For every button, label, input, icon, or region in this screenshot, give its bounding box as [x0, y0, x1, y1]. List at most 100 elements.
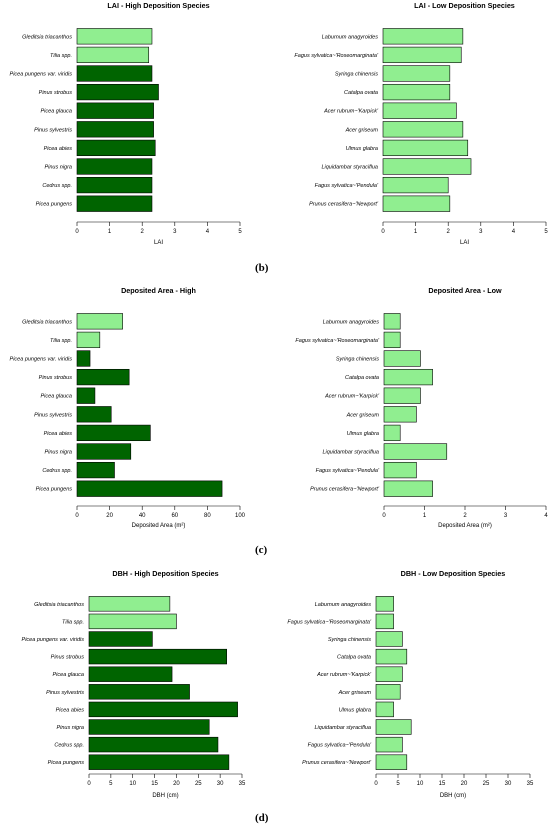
- chart-title: DBH - High Deposition Species: [112, 569, 218, 578]
- category-label: Pinus nigra: [56, 725, 84, 731]
- x-tick-label: 60: [171, 513, 178, 519]
- x-tick-label: 25: [483, 781, 490, 787]
- category-label: Picea pungens: [36, 202, 73, 208]
- bar: [76, 102, 154, 119]
- x-tick-label: 4: [512, 229, 516, 235]
- bar: [375, 684, 401, 700]
- x-axis-label: DBH (cm): [440, 793, 466, 799]
- category-label: Pinus strobus: [39, 375, 73, 381]
- bar: [88, 754, 230, 770]
- x-tick-label: 10: [417, 781, 424, 787]
- bar: [76, 65, 153, 82]
- x-tick-label: 15: [151, 781, 158, 787]
- x-tick-label: 15: [439, 781, 446, 787]
- x-axis-label: LAI: [460, 240, 469, 246]
- x-tick-label: 5: [238, 229, 242, 235]
- category-label: Picea abies: [44, 146, 73, 152]
- category-label: Gleditsia triacanthos: [22, 34, 72, 40]
- category-label: Fagus sylvatica~'Roseomarginata': [294, 53, 379, 59]
- category-label: Prunus cerasifera~'Newport': [310, 487, 380, 493]
- category-label: Ulmus glabra: [347, 431, 379, 437]
- category-label: Prunus cerasifera~'Newport': [309, 202, 379, 208]
- bar: [76, 158, 153, 175]
- category-label: Catalpa ovata: [337, 655, 371, 661]
- chart-title: Deposited Area - Low: [428, 286, 502, 295]
- category-label: Laburnum anagyroides: [323, 319, 380, 325]
- bar: [88, 736, 219, 753]
- x-tick-label: 80: [204, 513, 211, 519]
- category-label: Cedrus spp.: [54, 743, 84, 749]
- bar: [88, 596, 171, 612]
- x-tick-label: 2: [141, 229, 145, 235]
- bar: [76, 83, 159, 101]
- category-label: Tilia spp.: [50, 338, 72, 344]
- bar: [375, 666, 403, 682]
- category-label: Catalpa ovata: [345, 375, 379, 381]
- bar: [375, 701, 394, 718]
- category-label: Acer griseum: [345, 127, 379, 133]
- x-tick-label: 100: [235, 513, 246, 519]
- bar: [382, 176, 449, 194]
- chart-1: LAI - High Deposition Species Gleditsia t…: [10, 1, 243, 246]
- category-label: Picea pungens var. viridis: [10, 357, 73, 363]
- bar: [88, 701, 238, 718]
- x-tick-label: 2: [463, 513, 467, 519]
- category-label: Syringa chinensis: [335, 72, 378, 78]
- x-tick-label: 4: [206, 229, 210, 235]
- bar: [375, 648, 408, 665]
- x-tick-label: 2: [447, 229, 451, 235]
- category-label: Ulmus glabra: [339, 707, 371, 713]
- category-label: Laburnum anagyroides: [315, 602, 372, 608]
- category-label: Acer rubrum~'Karpick': [316, 672, 372, 678]
- bar: [76, 28, 153, 45]
- category-label: Acer griseum: [338, 690, 372, 696]
- x-tick-label: 3: [504, 513, 508, 519]
- category-label: Picea glauca: [41, 109, 73, 115]
- x-axis-label: Deposited Area (m²): [438, 523, 492, 529]
- bar: [383, 443, 448, 460]
- bar: [382, 65, 451, 82]
- bar: [88, 613, 177, 630]
- bar: [382, 28, 464, 45]
- category-label: Picea pungens var. viridis: [22, 637, 85, 643]
- category-label: Fagus sylvatica~'Pendula': [315, 183, 379, 189]
- bar: [382, 46, 462, 64]
- bar: [76, 331, 101, 349]
- bar: [383, 424, 401, 442]
- x-axis-label: LAI: [154, 240, 163, 246]
- x-tick-label: 5: [109, 781, 113, 787]
- chart-6: DBH - Low Deposition Species Laburnum ana…: [287, 569, 534, 799]
- bar: [375, 736, 403, 753]
- category-label: Pinus sylvestris: [34, 127, 72, 133]
- category-label: Syringa chinensis: [328, 637, 371, 643]
- bar: [88, 666, 173, 682]
- category-label: Fagus sylvatica~'Roseomarginata': [287, 619, 372, 625]
- bar: [88, 719, 210, 735]
- x-tick-label: 25: [195, 781, 202, 787]
- category-label: Acer griseum: [346, 412, 380, 418]
- x-tick-label: 30: [217, 781, 224, 787]
- bar: [76, 46, 150, 64]
- bar: [382, 102, 457, 119]
- category-label: Pinus nigra: [44, 450, 72, 456]
- x-tick-label: 40: [139, 513, 146, 519]
- bar: [375, 631, 403, 647]
- chart-2: LAI - Low Deposition Species Laburnum ana…: [294, 1, 548, 246]
- category-label: Ulmus glabra: [346, 146, 378, 152]
- category-label: Pinus nigra: [44, 165, 72, 171]
- bar: [88, 631, 153, 647]
- x-tick-label: 4: [544, 513, 548, 519]
- bar: [76, 387, 96, 404]
- category-label: Picea pungens: [36, 487, 73, 493]
- x-tick-label: 5: [544, 229, 548, 235]
- bar: [375, 596, 394, 612]
- x-tick-label: 20: [106, 513, 113, 519]
- chart-title: DBH - Low Deposition Species: [401, 569, 506, 578]
- x-tick-label: 0: [75, 229, 79, 235]
- x-tick-label: 0: [374, 781, 378, 787]
- category-label: Cedrus spp.: [42, 468, 72, 474]
- category-label: Gleditsia triacanthos: [22, 319, 72, 325]
- bar: [88, 684, 190, 700]
- x-axis-label: Deposited Area (m²): [132, 523, 186, 529]
- category-label: Picea glauca: [41, 394, 73, 400]
